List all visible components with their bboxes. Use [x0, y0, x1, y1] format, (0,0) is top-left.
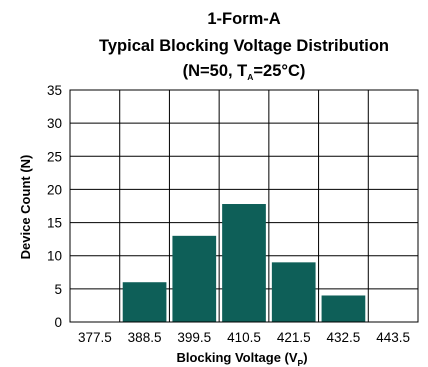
- y-axis-ticks: 0 5 10 15 20 25 30 35: [47, 83, 62, 330]
- chart-title-line3: (N=50, TA=25°C): [183, 62, 306, 82]
- bar-432.5: [321, 295, 366, 322]
- y-tick-label: 30: [47, 116, 62, 131]
- y-tick-label: 35: [47, 83, 62, 98]
- x-tick-label: 399.5: [177, 330, 211, 345]
- bar-421.5: [271, 262, 316, 322]
- y-axis-label: Device Count (N): [18, 155, 33, 260]
- x-tick-label: 443.5: [376, 330, 410, 345]
- x-axis-ticks: 377.5 388.5 399.5 410.5 421.5 432.5 443.5: [78, 330, 410, 345]
- chart-grid: [70, 90, 418, 322]
- y-tick-label: 0: [54, 315, 62, 330]
- bar-410.5: [222, 204, 266, 322]
- x-tick-label: 388.5: [128, 330, 162, 345]
- x-tick-label: 377.5: [78, 330, 112, 345]
- x-axis-label: Blocking Voltage (VP): [176, 350, 307, 367]
- chart-bars: [122, 204, 366, 322]
- bar-399.5: [172, 235, 217, 322]
- x-tick-label: 432.5: [327, 330, 361, 345]
- x-tick-label: 410.5: [227, 330, 261, 345]
- y-tick-label: 5: [54, 282, 62, 297]
- chart-title-line2: Typical Blocking Voltage Distribution: [99, 37, 389, 55]
- chart-title-line1: 1-Form-A: [207, 10, 280, 28]
- y-tick-label: 10: [47, 249, 62, 264]
- plot-frame: [69, 89, 419, 323]
- y-tick-label: 25: [47, 149, 62, 164]
- y-tick-label: 20: [47, 182, 62, 197]
- bar-388.5: [122, 282, 167, 322]
- x-tick-label: 421.5: [277, 330, 311, 345]
- y-tick-label: 15: [47, 216, 62, 231]
